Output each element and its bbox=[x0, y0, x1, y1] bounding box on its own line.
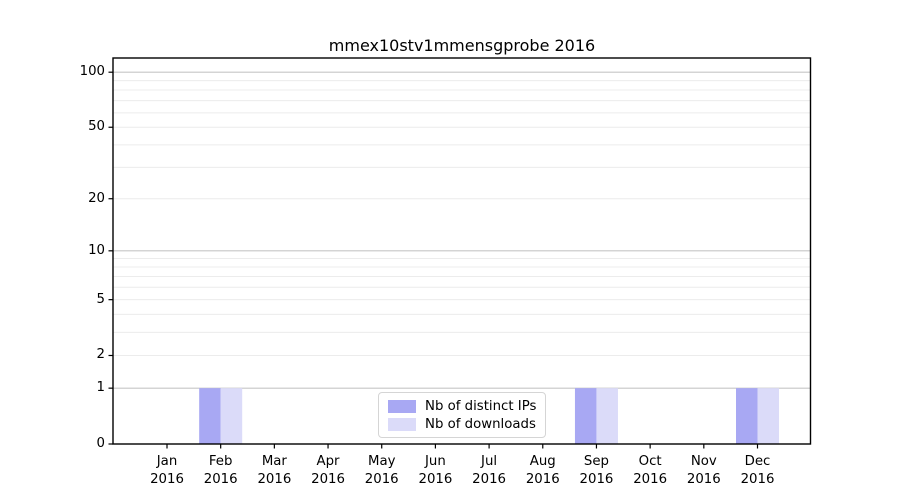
legend-swatch-distinct-ips bbox=[388, 399, 416, 413]
x-tick-label-month: Mar bbox=[261, 454, 287, 469]
legend: Nb of distinct IPs Nb of downloads bbox=[378, 392, 546, 438]
x-tick-label-year: 2016 bbox=[364, 472, 399, 487]
x-tick-label-month: Dec bbox=[744, 454, 771, 469]
x-tick-label-year: 2016 bbox=[150, 472, 184, 487]
x-tick-label: Nov 2016 bbox=[672, 453, 736, 489]
bar-distinct-ips bbox=[736, 388, 758, 444]
chart-title: mmex10stv1mmensgprobe 2016 bbox=[328, 36, 596, 55]
x-tick-label-year: 2016 bbox=[579, 472, 614, 487]
x-tick-label: Aug 2016 bbox=[511, 453, 575, 489]
x-tick-label-month: May bbox=[367, 454, 396, 469]
x-tick-label: Jan 2016 bbox=[135, 453, 199, 489]
x-tick-label: Apr 2016 bbox=[296, 453, 360, 489]
y-tick-label: 1 bbox=[96, 380, 105, 396]
x-tick-label-year: 2016 bbox=[686, 472, 721, 487]
legend-label-downloads: Nb of downloads bbox=[425, 416, 536, 432]
x-tick-label-month: Jun bbox=[425, 454, 446, 469]
x-tick-label-year: 2016 bbox=[633, 472, 668, 487]
x-tick-label-month: Oct bbox=[638, 454, 662, 469]
legend-item-distinct-ips: Nb of distinct IPs bbox=[388, 398, 536, 414]
x-tick-label-month: Nov bbox=[690, 454, 717, 469]
y-tick-label: 0 bbox=[96, 436, 105, 451]
x-tick-label-year: 2016 bbox=[203, 472, 238, 487]
x-tick-label-month: Aug bbox=[529, 454, 556, 469]
y-tick-label: 2 bbox=[96, 347, 105, 363]
legend-item-downloads: Nb of downloads bbox=[388, 416, 536, 432]
x-tick-label-year: 2016 bbox=[257, 472, 292, 487]
y-tick-label: 100 bbox=[79, 64, 105, 80]
x-tick-label: Sep 2016 bbox=[564, 453, 628, 489]
x-tick-label-month: Jul bbox=[481, 454, 498, 469]
x-tick-label-year: 2016 bbox=[740, 472, 775, 487]
bar-downloads bbox=[220, 388, 243, 444]
x-tick-label: May 2016 bbox=[350, 453, 414, 489]
x-tick-label: Feb 2016 bbox=[189, 453, 253, 489]
y-tick-label: 50 bbox=[88, 119, 105, 135]
x-tick-label: Jun 2016 bbox=[403, 453, 467, 489]
x-tick-label: Oct 2016 bbox=[618, 453, 682, 489]
bar-downloads bbox=[596, 388, 618, 444]
x-tick-label: Jul 2016 bbox=[457, 453, 521, 489]
x-tick-label-month: Sep bbox=[583, 454, 609, 469]
y-tick-label: 10 bbox=[88, 242, 105, 258]
legend-label-distinct-ips: Nb of distinct IPs bbox=[425, 398, 537, 414]
x-tick-label-year: 2016 bbox=[418, 472, 453, 487]
x-tick-label: Dec 2016 bbox=[726, 453, 790, 489]
x-tick-label-month: Feb bbox=[208, 454, 233, 469]
bar-downloads bbox=[757, 388, 779, 444]
x-tick-label-year: 2016 bbox=[311, 472, 345, 487]
x-tick-label-month: Apr bbox=[316, 454, 340, 469]
legend-swatch-downloads bbox=[388, 417, 416, 431]
bar-distinct-ips bbox=[199, 388, 221, 444]
x-tick-label: Mar 2016 bbox=[242, 453, 306, 489]
y-tick-label: 20 bbox=[88, 190, 105, 206]
bar-distinct-ips bbox=[574, 388, 597, 444]
x-tick-label-year: 2016 bbox=[472, 472, 506, 487]
x-tick-label-month: Jan bbox=[156, 454, 178, 469]
y-tick-label: 5 bbox=[96, 291, 105, 307]
x-tick-label-year: 2016 bbox=[525, 472, 560, 487]
